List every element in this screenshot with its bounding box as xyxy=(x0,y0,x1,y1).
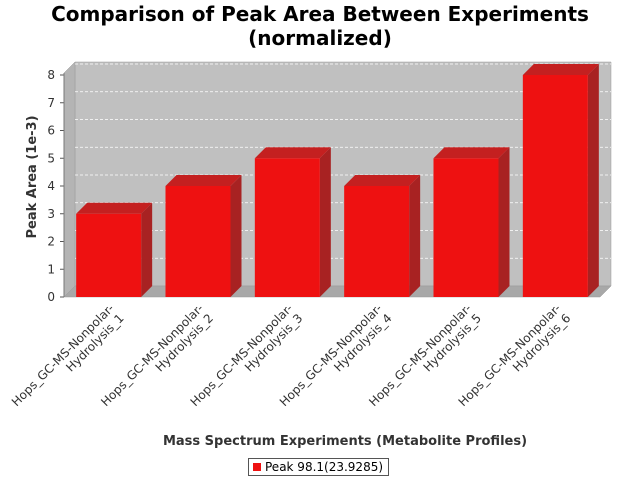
bar-top xyxy=(76,202,153,214)
bar-top xyxy=(344,175,421,186)
y-tick-label: 6 xyxy=(47,124,55,138)
bar-front xyxy=(165,186,231,297)
bar-top xyxy=(254,147,331,159)
plot-left-wall xyxy=(63,61,76,298)
bar-side xyxy=(230,175,242,297)
bar xyxy=(522,64,599,297)
bar xyxy=(344,175,421,297)
bar xyxy=(165,175,242,297)
bar-side xyxy=(319,147,331,297)
chart-title: Comparison of Peak Area Between Experime… xyxy=(0,2,640,50)
chart-title-line-2: (normalized) xyxy=(248,26,392,50)
bar-top xyxy=(433,147,510,159)
bar xyxy=(76,202,153,297)
y-tick-label: 1 xyxy=(47,262,55,276)
y-tick-label: 8 xyxy=(47,68,55,82)
bar xyxy=(254,147,331,297)
bar-front xyxy=(76,213,142,297)
legend: Peak 98.1(23.9285) xyxy=(248,458,390,476)
bar-side xyxy=(498,147,510,297)
chart-title-line-1: Comparison of Peak Area Between Experime… xyxy=(51,2,589,26)
y-tick-label: 3 xyxy=(47,207,55,221)
legend-swatch xyxy=(253,463,261,471)
bar-top xyxy=(165,175,242,186)
y-tick-label: 5 xyxy=(47,151,55,165)
axes: 0 1 2 3 4 5 6 7 8 xyxy=(47,68,65,304)
gridlines xyxy=(75,63,611,259)
y-axis-label: Peak Area (1e-3) xyxy=(25,115,40,238)
bar-top xyxy=(522,64,599,75)
legend-label: Peak 98.1(23.9285) xyxy=(265,460,384,474)
y-tick-label: 4 xyxy=(47,179,55,193)
bar-front xyxy=(522,75,588,297)
bar-side xyxy=(409,175,421,297)
bars xyxy=(76,64,599,297)
y-tick-label: 2 xyxy=(47,235,55,249)
bar-side xyxy=(587,64,599,297)
x-axis-label: Mass Spectrum Experiments (Metabolite Pr… xyxy=(163,434,527,449)
bar xyxy=(433,147,510,297)
y-tick-label: 7 xyxy=(47,96,55,110)
bar-side xyxy=(141,202,153,297)
x-tick-label-line: Hops_GC-MS-Nonpolar- xyxy=(9,301,117,409)
y-tick-label: 0 xyxy=(47,290,55,304)
bar-front xyxy=(433,158,499,297)
bar-front xyxy=(344,186,410,297)
bar-front xyxy=(254,158,320,297)
x-tick-labels: Hops_GC-MS-Nonpolar-Hydrolysis_1Hops_GC-… xyxy=(9,301,573,409)
